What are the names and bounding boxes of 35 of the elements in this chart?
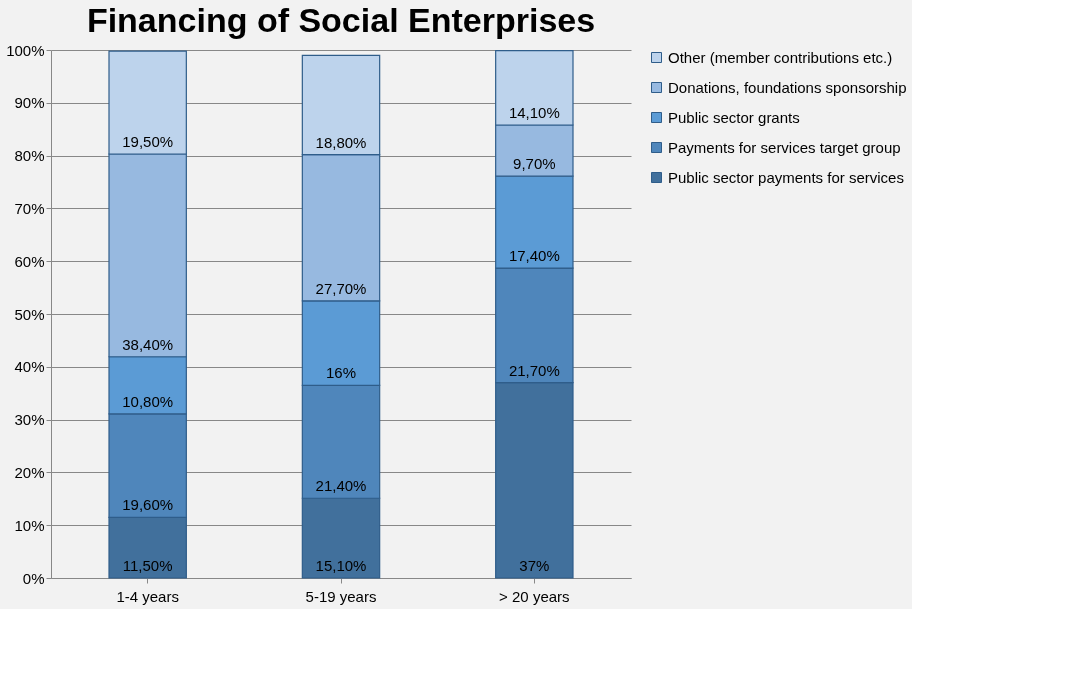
data-label: 18,80% (315, 133, 367, 151)
data-label: 19,50% (122, 133, 174, 151)
data-label: 9,70% (513, 155, 556, 173)
x-tick-label: > 20 years (499, 587, 570, 605)
legend-label: Donations, foundations sponsorship (668, 78, 907, 96)
legend-label: Payments for services target group (668, 138, 901, 156)
data-label: 10,80% (122, 392, 174, 410)
data-label: 15,10% (315, 557, 367, 574)
legend-label: Public sector grants (668, 108, 800, 126)
y-tick-label: 0% (22, 569, 45, 587)
data-label: 21,70% (508, 361, 560, 379)
y-tick-label: 60% (14, 252, 45, 270)
data-label: 37% (519, 557, 550, 574)
y-tick-label: 40% (14, 358, 45, 376)
x-tick-label: 5-19 years (305, 587, 377, 605)
y-tick-label: 80% (14, 147, 45, 165)
data-label: 38,40% (122, 335, 174, 353)
data-label: 14,10% (508, 103, 560, 121)
legend-label: Other (member contributions etc.) (668, 48, 893, 66)
data-label: 19,60% (122, 496, 174, 514)
data-label: 16% (325, 364, 357, 382)
y-tick-label: 20% (14, 463, 45, 481)
y-tick-label: 70% (14, 199, 45, 217)
data-label: 17,40% (508, 247, 560, 265)
y-tick-label: 50% (14, 305, 45, 323)
y-tick-label: 10% (14, 516, 45, 534)
y-tick-label: 30% (14, 411, 45, 429)
legend-label: Public sector payments for services (668, 168, 904, 186)
y-tick-label: 90% (14, 94, 45, 112)
data-label: 11,50% (122, 557, 173, 574)
chart-title: Financing of Social Enterprises (86, 1, 596, 39)
x-tick-label: 1-4 years (116, 587, 179, 605)
data-label: 27,70% (315, 279, 367, 297)
data-label: 21,40% (315, 477, 367, 495)
y-tick-label: 100% (6, 41, 45, 59)
